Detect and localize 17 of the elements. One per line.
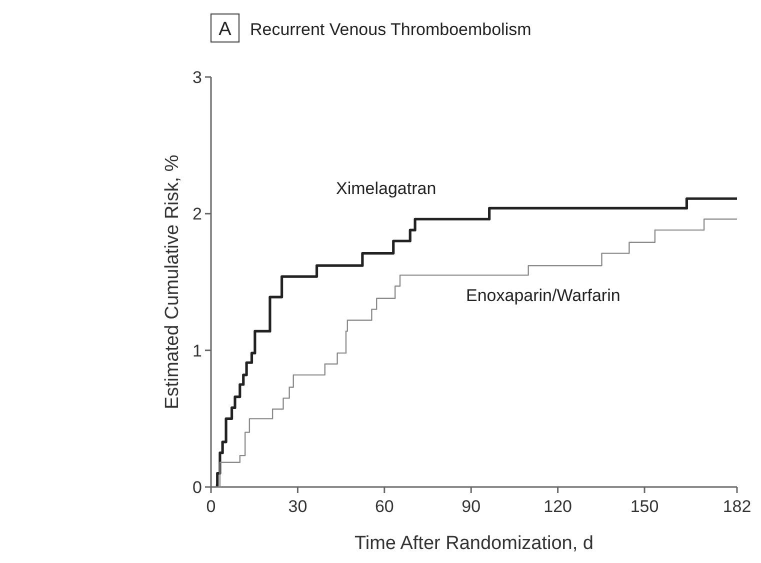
x-axis-title: Time After Randomization, d <box>354 533 594 554</box>
x-tick-label: 30 <box>288 497 308 516</box>
x-tick-label: 60 <box>374 497 394 516</box>
y-tick-label: 0 <box>192 478 202 497</box>
x-tick-label: 90 <box>462 497 481 516</box>
x-tick-label: 150 <box>630 497 659 516</box>
series-label: Ximelagatran <box>336 179 436 198</box>
x-tick-label: 0 <box>206 497 216 516</box>
x-tick-label: 182 <box>722 497 752 516</box>
y-tick-label: 3 <box>192 68 202 87</box>
y-tick-label: 2 <box>192 204 202 224</box>
y-tick-label: 1 <box>192 341 202 360</box>
y-axis-title: Estimated Cumulative Risk, % <box>162 154 183 410</box>
series-label: Enoxaparin/Warfarin <box>466 286 620 305</box>
panel-label-box: A <box>210 14 240 42</box>
x-tick-label: 120 <box>544 497 572 516</box>
chart-title: Recurrent Venous Thromboembolism <box>250 20 532 39</box>
